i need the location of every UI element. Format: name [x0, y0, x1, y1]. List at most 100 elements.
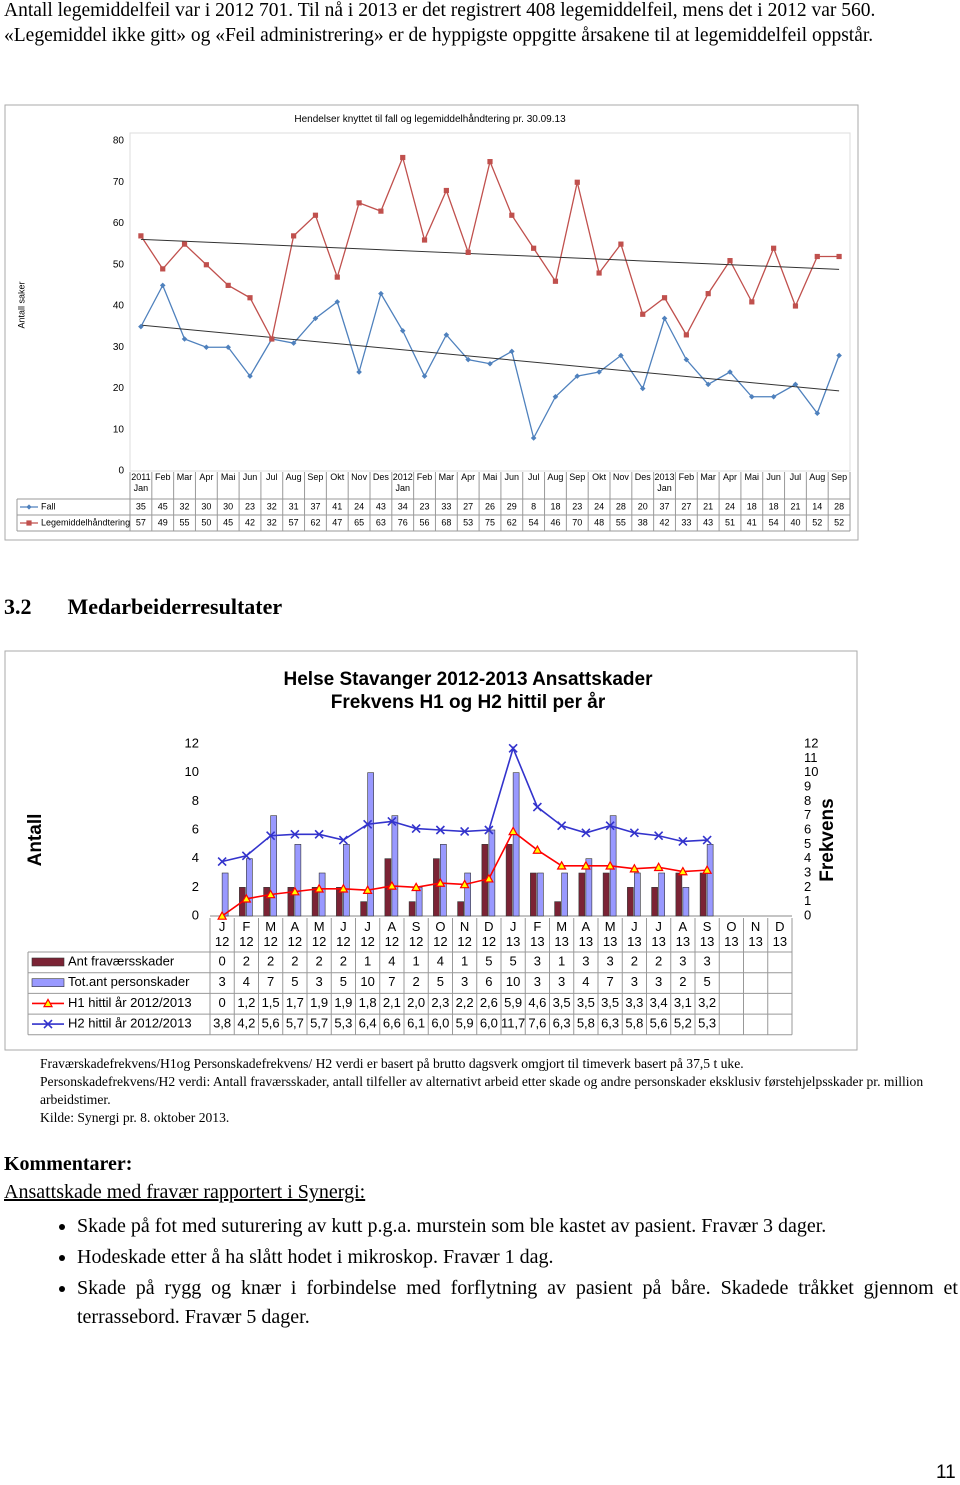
table-value: 5,6: [262, 1016, 280, 1031]
data-point: [289, 886, 300, 896]
y2-axis-label: Frekvens: [817, 798, 838, 881]
y2-tick-label: 2: [804, 879, 811, 894]
table-value: 21: [703, 501, 713, 511]
data-point: [629, 863, 640, 873]
data-point: [181, 241, 188, 247]
table-value: 6,0: [480, 1016, 498, 1031]
table-value: 28: [834, 501, 844, 511]
table-value: 43: [703, 517, 713, 527]
x-tick-label: S 13: [699, 919, 715, 949]
table-value: 52: [834, 517, 844, 527]
table-value: 5: [437, 974, 444, 989]
x-tick-label: Okt: [592, 472, 607, 482]
data-point: [770, 393, 777, 400]
x-tick-label: S 12: [408, 919, 424, 949]
y-tick-label: 80: [113, 136, 125, 147]
caption-line: Kilde: Synergi pr. 8. oktober 2013.: [40, 1110, 230, 1125]
data-point: [836, 352, 842, 359]
y-tick-label: 60: [113, 218, 125, 229]
data-point: [814, 253, 820, 260]
table-value: 30: [201, 501, 211, 511]
data-point: [771, 245, 777, 251]
x-tick-label: A 12: [384, 919, 400, 949]
table-value: 32: [267, 501, 277, 511]
legend-label: Fall: [41, 501, 56, 511]
data-point: [531, 245, 537, 251]
table-value: 40: [790, 517, 800, 527]
data-point: [241, 893, 252, 903]
table-value: 45: [158, 501, 168, 511]
table-value: 2,1: [383, 995, 401, 1010]
table-value: 1,7: [286, 995, 304, 1010]
table-value: 1: [461, 953, 468, 968]
data-point: [400, 154, 406, 161]
data-point: [334, 299, 341, 305]
bar: [561, 872, 568, 917]
x-tick-label: Sep: [569, 472, 586, 482]
data-point: [618, 241, 624, 247]
table-value: 5,7: [310, 1016, 328, 1031]
data-point: [552, 393, 559, 400]
data-point: [378, 290, 384, 297]
x-tick-label: Jun: [766, 472, 781, 482]
table-value: 31: [289, 501, 299, 511]
table-value: 5,7: [286, 1016, 304, 1031]
table-value: 3: [607, 953, 614, 968]
table-value: 11,7: [501, 1016, 525, 1031]
table-value: 6,0: [431, 1016, 449, 1031]
legend-marker: [43, 1019, 53, 1029]
table-value: 3: [704, 953, 711, 968]
table-value: 5: [510, 953, 517, 968]
table-value: 38: [638, 517, 648, 527]
data-point: [508, 826, 519, 836]
data-point: [356, 200, 362, 206]
table-value: 43: [376, 501, 386, 511]
table-value: 2: [243, 953, 250, 968]
table-value: 7: [388, 974, 395, 989]
data-point: [509, 348, 515, 355]
table-value: 50: [201, 517, 211, 527]
table-value: 2: [631, 953, 638, 968]
data-point: [225, 282, 231, 288]
x-tick-label: A 12: [287, 919, 303, 949]
table-value: 18: [550, 501, 560, 511]
bar: [602, 872, 610, 917]
x-tick-label: Jul: [266, 472, 278, 482]
table-value: 55: [616, 517, 626, 527]
x-tick-label: Des: [372, 472, 389, 482]
x-tick-label: Mar: [438, 472, 455, 482]
data-point: [160, 266, 166, 272]
data-point: [749, 393, 755, 400]
data-point: [435, 877, 446, 887]
x-tick-label: N 13: [748, 919, 763, 949]
table-value: 5,9: [456, 1016, 474, 1031]
comments-subtitle: Ansattskade med fravær rapportert i Syne…: [4, 1181, 366, 1203]
x-tick-label: Aug: [547, 472, 564, 482]
table-value: 47: [332, 517, 342, 527]
data-point: [411, 882, 422, 892]
data-point: [465, 356, 471, 363]
table-value: 1,9: [334, 995, 352, 1010]
table-value: 23: [572, 501, 582, 511]
bullet: Skade på fot med suturering av kutt p.g.…: [77, 1212, 958, 1241]
table-value: 56: [420, 517, 430, 527]
data-point: [290, 829, 300, 839]
data-point: [678, 836, 688, 847]
table-value: 4: [388, 953, 395, 968]
data-point: [483, 873, 494, 883]
table-value: 37: [660, 501, 670, 511]
data-point: [247, 295, 253, 301]
x-tick-label: M 13: [554, 919, 569, 949]
legend-swatch: [31, 978, 65, 988]
table-value: 1: [558, 953, 565, 968]
table-value: 1,9: [310, 995, 328, 1010]
data-point: [363, 819, 373, 829]
data-point: [269, 336, 275, 342]
data-point: [530, 435, 537, 441]
table-value: 54: [769, 517, 779, 527]
x-tick-label: O 13: [724, 919, 739, 949]
data-point: [836, 253, 842, 260]
y2-tick-label: 12: [804, 735, 818, 750]
y-tick-label: 10: [185, 764, 199, 779]
bar: [634, 872, 641, 917]
